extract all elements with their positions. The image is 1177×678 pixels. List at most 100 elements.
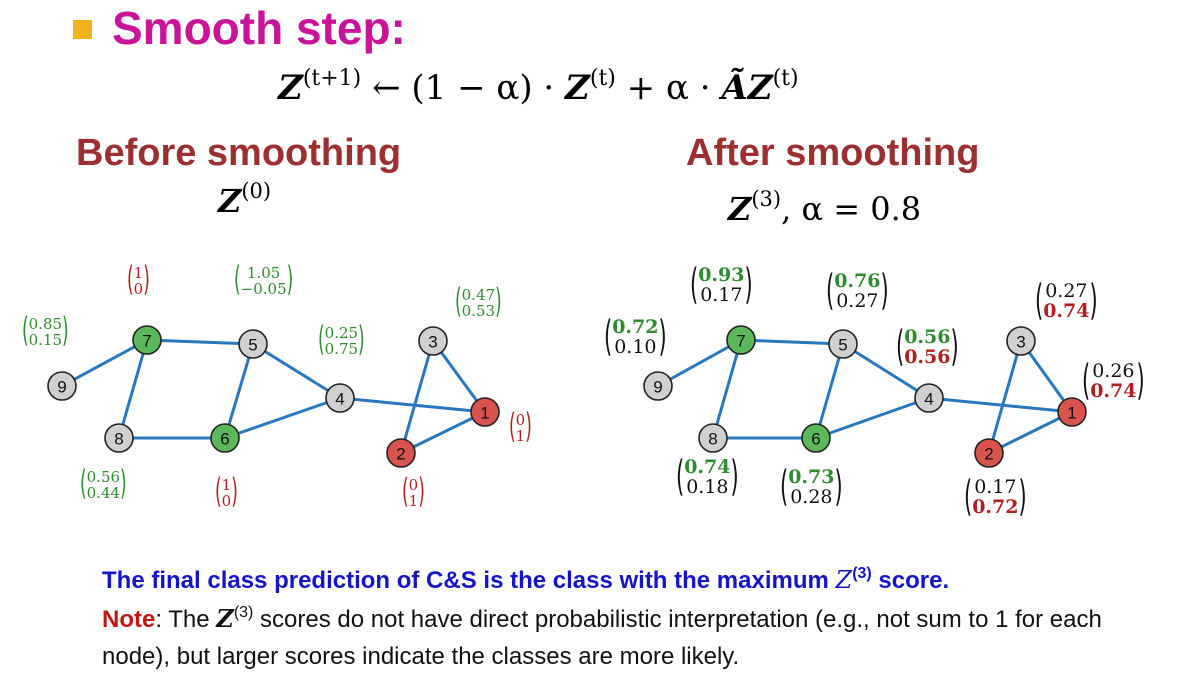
before-edge-4-1	[339, 396, 486, 414]
after-edge-4-1	[928, 396, 1073, 414]
after-score-node4: (0.56 0.56)	[896, 322, 959, 371]
after-node-circle-3	[1006, 326, 1036, 356]
after-node-label-3: 3	[1016, 333, 1025, 352]
title-bullet	[73, 20, 92, 39]
after-edge-6-4	[815, 396, 930, 440]
before-score-node7: (1 0)	[127, 260, 150, 301]
before-node-circle-4	[325, 383, 355, 413]
before-edge-3-2	[399, 340, 435, 454]
after-node-label-1: 1	[1067, 404, 1076, 423]
after-score-node5: (0.76 0.27)	[826, 266, 889, 315]
before-edge-7-5	[146, 338, 254, 346]
before-node-circle-3	[418, 326, 448, 356]
after-edge-7-5	[740, 338, 844, 346]
after-heading: After smoothing	[686, 132, 980, 174]
final-prediction-text: The final class prediction of C&S is the…	[102, 565, 950, 595]
graph-after: 1 2 3 4 5 6 7 8 9	[643, 325, 1087, 468]
before-node-1: 1	[470, 397, 500, 427]
before-node-label-4: 4	[335, 390, 344, 409]
before-node-circle-6	[210, 423, 240, 453]
after-node-6: 6	[801, 423, 831, 453]
after-score-node6: (0.73 0.28)	[780, 462, 843, 511]
after-node-circle-7	[726, 325, 756, 355]
after-node-9: 9	[643, 371, 673, 401]
before-node-circle-7	[132, 325, 162, 355]
after-node-circle-1	[1057, 397, 1087, 427]
before-edge-6-5	[223, 343, 255, 439]
z0-label: Z(0)	[218, 179, 272, 221]
after-node-circle-8	[698, 423, 728, 453]
before-node-circle-9	[47, 371, 77, 401]
after-node-label-2: 2	[984, 445, 993, 464]
before-node-6: 6	[210, 423, 240, 453]
before-node-label-1: 1	[480, 404, 489, 423]
before-edge-6-4	[224, 396, 341, 440]
before-node-4: 4	[325, 383, 355, 413]
after-edge-3-2	[987, 340, 1023, 454]
before-node-7: 7	[132, 325, 162, 355]
after-node-label-8: 8	[708, 430, 717, 449]
before-node-label-6: 6	[220, 430, 229, 449]
before-node-label-7: 7	[142, 332, 151, 351]
after-edge-5-4	[842, 342, 930, 400]
after-node-3: 3	[1006, 326, 1036, 356]
before-heading: Before smoothing	[76, 132, 402, 174]
before-node-label-8: 8	[114, 430, 123, 449]
before-score-node1: (0 1)	[509, 407, 532, 448]
before-edge-9-7	[61, 338, 148, 388]
before-node-circle-2	[386, 438, 416, 468]
after-node-circle-6	[801, 423, 831, 453]
before-node-8: 8	[104, 423, 134, 453]
after-node-4: 4	[914, 383, 944, 413]
after-score-node9: (0.72 0.10)	[604, 312, 667, 361]
after-node-8: 8	[698, 423, 728, 453]
after-score-node1: (0.26 0.74)	[1082, 356, 1145, 405]
before-score-node2: (0 1)	[402, 472, 425, 513]
after-score-node7: (0.93 0.17)	[690, 260, 753, 309]
before-score-node8: (0.56 0.44)	[80, 464, 127, 505]
before-node-label-5: 5	[248, 336, 257, 355]
after-edge-9-7	[657, 338, 742, 388]
slide-title: Smooth step:	[112, 2, 406, 54]
before-node-circle-8	[104, 423, 134, 453]
smooth-step-formula: Z(t+1) ← (1 − α) · Z(t) + α · ÃZ(t)	[278, 66, 799, 109]
after-node-label-6: 6	[811, 430, 820, 449]
after-node-circle-2	[974, 438, 1004, 468]
after-edge-2-1	[988, 410, 1073, 455]
note-text: Note: The Z(3) scores do not have direct…	[102, 604, 1102, 670]
before-score-node6: (1 0)	[215, 472, 238, 513]
before-node-5: 5	[238, 329, 268, 359]
before-node-label-3: 3	[428, 333, 437, 352]
before-node-circle-5	[238, 329, 268, 359]
graph-before: 1 2 3 4 5 6 7 8 9	[47, 325, 500, 468]
z3-label: Z(3), α = 0.8	[728, 187, 922, 229]
after-node-2: 2	[974, 438, 1004, 468]
after-node-5: 5	[828, 329, 858, 359]
after-score-node8: (0.74 0.18)	[676, 452, 739, 501]
before-score-node3: (0.47 0.53)	[455, 282, 502, 323]
after-node-label-7: 7	[736, 332, 745, 351]
after-score-node2: (0.17 0.72)	[964, 472, 1027, 521]
before-node-2: 2	[386, 438, 416, 468]
before-score-node5: (1.05 −0.05)	[234, 260, 294, 301]
before-score-node4: (0.25 0.75)	[318, 320, 365, 361]
before-node-label-9: 9	[57, 378, 66, 397]
after-node-label-5: 5	[838, 336, 847, 355]
before-score-node9: (0.85 0.15)	[22, 311, 69, 352]
after-node-label-9: 9	[653, 378, 662, 397]
after-node-1: 1	[1057, 397, 1087, 427]
after-node-circle-4	[914, 383, 944, 413]
before-edge-7-8	[117, 339, 149, 439]
after-edge-7-8	[711, 339, 743, 439]
before-edge-2-1	[400, 410, 486, 455]
after-node-label-4: 4	[924, 390, 933, 409]
after-node-7: 7	[726, 325, 756, 355]
before-node-circle-1	[470, 397, 500, 427]
after-node-circle-9	[643, 371, 673, 401]
after-node-circle-5	[828, 329, 858, 359]
before-node-label-2: 2	[396, 445, 405, 464]
after-edge-6-5	[814, 343, 845, 439]
after-score-node3: (0.27 0.74)	[1035, 276, 1098, 325]
before-node-9: 9	[47, 371, 77, 401]
